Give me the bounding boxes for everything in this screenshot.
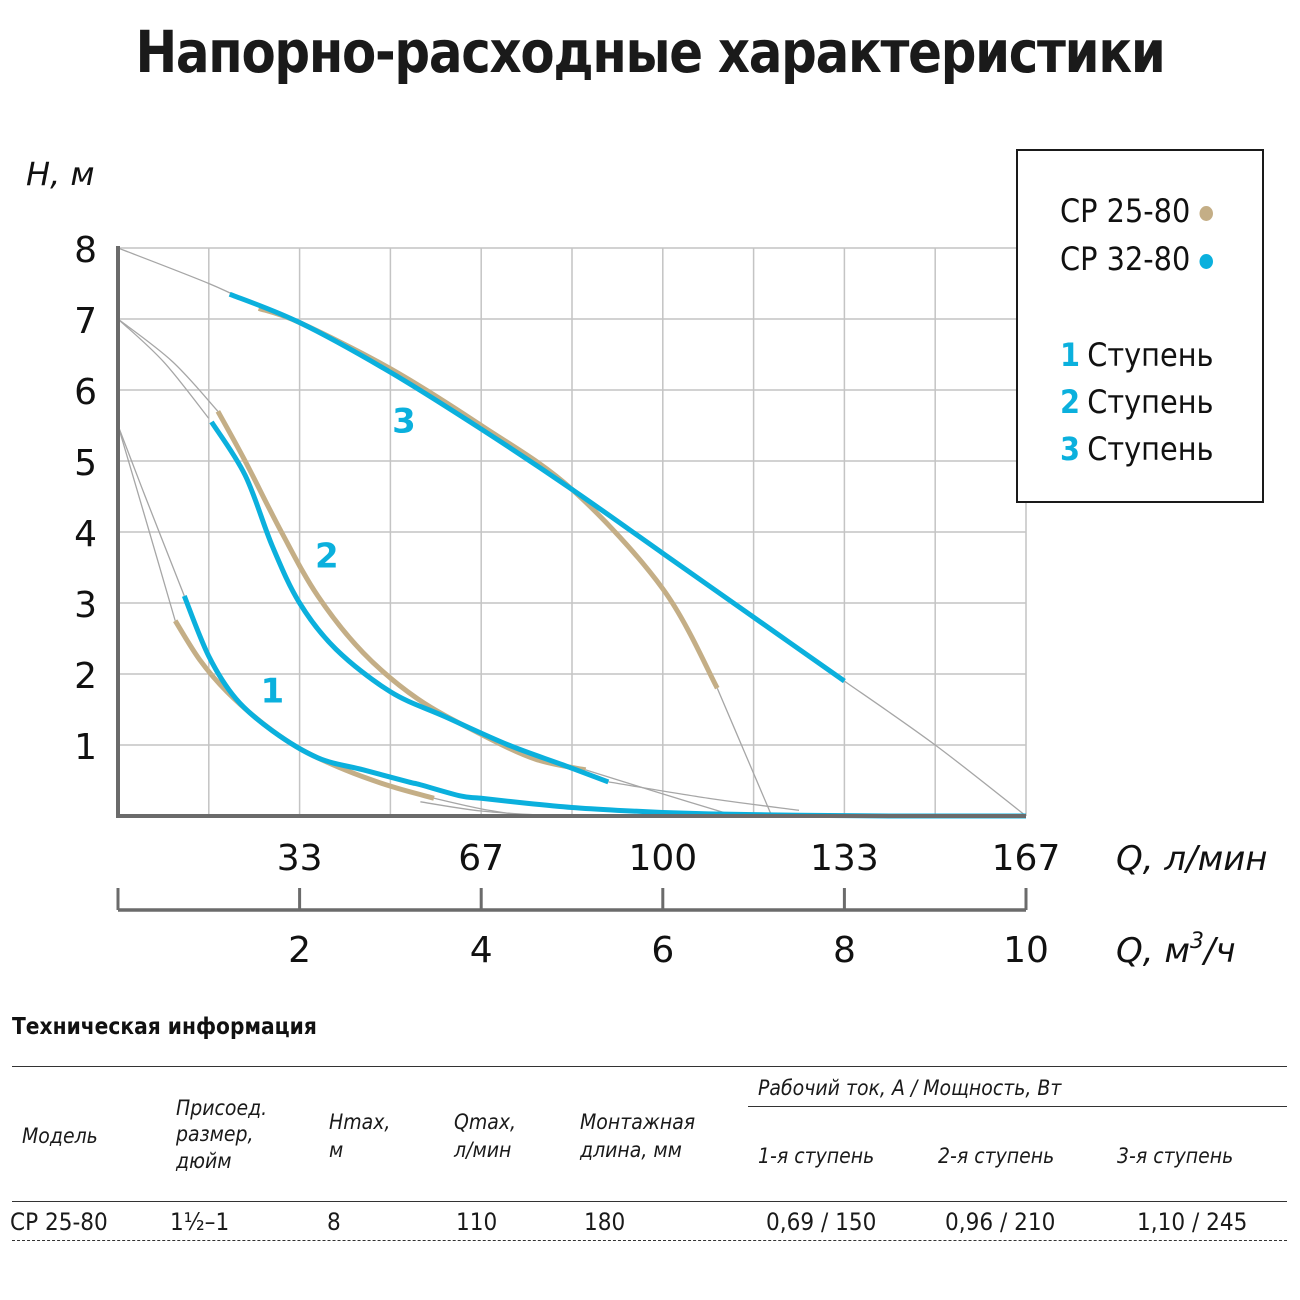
x-axis-title-lmin: Q, л/мин [1116,839,1268,879]
series-curve [257,305,720,690]
legend-item-stage-2: 2 Ступень [1060,384,1214,420]
series-curve [209,420,610,785]
cell-stage-1: 0,69 / 150 [766,1208,877,1236]
guide-curve [844,680,1027,817]
y-tick-label: 3 [74,585,97,626]
guide-curve [585,769,736,817]
y-tick-label: 7 [74,301,97,342]
y-tick-label: 2 [74,656,97,697]
chart-axes [116,246,1028,912]
series-curve [173,619,435,801]
x-tick-label-lmin: 33 [277,838,323,879]
legend-label: CP 32-80 [1060,240,1191,278]
x-tick-label-lmin: 167 [992,838,1061,879]
x-axis-title-m3h-suffix: /ч [1201,931,1236,971]
guide-curve [117,425,185,597]
header-length-line2: длина, мм [580,1138,682,1162]
tech-info-title: Техническая информация [12,1014,317,1040]
x-tick-label-m3h: 8 [833,930,856,971]
curve-stage-label: 2 [315,537,339,577]
header-current-power-group: Рабочий ток, А / Мощность, Вт [758,1076,1062,1100]
legend-item-stage-1: 1 Ступень [1060,337,1214,373]
x-tick-label-m3h: 10 [1003,930,1049,971]
cell-hmax: 8 [327,1208,341,1236]
chart-grid [118,247,1027,816]
beige-dot-icon [1199,205,1213,221]
header-stage-2: 2-я ступень [938,1144,1055,1168]
guide-curve [117,318,210,419]
header-model: Модель [22,1124,98,1148]
stage-label: Ступень [1087,383,1214,421]
cell-stage-3: 1,10 / 245 [1137,1208,1248,1236]
stage-number: 3 [1060,430,1081,468]
guide-curve [117,425,176,621]
header-connection-line3: дюйм [176,1149,232,1173]
table-top-rule [12,1066,1287,1067]
cell-length: 180 [584,1208,626,1236]
header-stage-3: 3-я ступень [1117,1144,1234,1168]
header-connection-line1: Присоед. [176,1096,268,1120]
curve-stage-label: 3 [392,402,416,442]
data-series [173,291,1026,819]
legend-item-cp-32-80: CP 32-80 [1060,241,1213,277]
header-stage-1: 1-я ступень [758,1144,875,1168]
x-tick-label-m3h: 2 [288,930,311,971]
guide-curve [716,687,773,817]
x-tick-label-lmin: 100 [628,838,697,879]
curve-stage-labels: 1 2 3 [261,402,416,712]
legend-item-stage-3: 3 Ступень [1060,431,1214,467]
stage-number: 1 [1060,336,1081,374]
legend-item-cp-25-80: CP 25-80 [1060,193,1213,229]
header-qmax-line1: Qmax, [454,1110,517,1134]
chart-legend: CP 25-80 CP 32-80 1 Ступень 2 Ступень 3 Сту… [1016,149,1264,503]
header-qmax-line2: л/мин [454,1138,512,1162]
cell-qmax: 110 [456,1208,498,1236]
y-tick-label: 8 [74,230,97,271]
header-hmax-line2: м [329,1138,344,1162]
stage-label: Ступень [1087,430,1214,468]
x-axis-title-m3h-sup: 3 [1190,929,1204,954]
blue-dot-icon [1199,253,1213,269]
y-axis-title: H, м [26,155,95,193]
x-tick-label-m3h: 4 [470,930,493,971]
guide-curve [117,318,219,412]
y-tick-label: 4 [74,514,97,555]
curve-stage-label: 1 [261,671,285,711]
cell-connection: 1½–1 [170,1208,230,1236]
row-dashed-rule [12,1240,1287,1241]
stage-label: Ступень [1087,336,1214,374]
header-hmax-line1: Hmax, [329,1110,391,1134]
page-title: Напорно-расходные характеристики [135,18,1165,86]
y-tick-label: 5 [74,443,97,484]
x-tick-label-lmin: 133 [810,838,879,879]
stage-number: 2 [1060,383,1081,421]
cell-model: CP 25-80 [10,1208,108,1236]
header-length-line1: Монтажная [580,1110,696,1134]
x-axis-title-m3h: Q, м3/ч [1116,929,1236,971]
y-tick-label: 1 [74,727,97,768]
series-curve [215,410,587,773]
series-curve [228,291,846,684]
x-axis-title-m3h-prefix: Q, м [1116,931,1190,971]
header-connection-line2: размер, [176,1122,254,1146]
guide-curve [608,781,800,811]
x-tick-label-m3h: 6 [651,930,674,971]
header-bottom-rule [12,1201,1287,1202]
cell-stage-2: 0,96 / 210 [945,1208,1056,1236]
y-tick-label: 6 [74,372,97,413]
legend-label: CP 25-80 [1060,192,1191,230]
x-tick-label-lmin: 67 [458,838,504,879]
group-header-rule [748,1106,1287,1107]
